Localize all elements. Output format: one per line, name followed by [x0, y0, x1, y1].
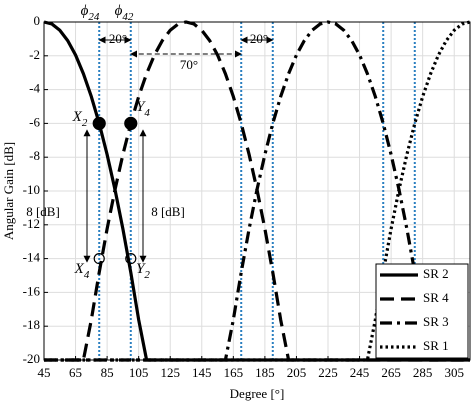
annotation-text: ϕ: [81, 3, 89, 19]
x-tick-label: 85: [101, 365, 114, 380]
marker-point: [124, 116, 138, 131]
y-tick-label: -6: [29, 114, 40, 129]
x-tick-label: 225: [318, 365, 338, 380]
annotation: ϕ42: [115, 3, 134, 22]
x-tick-label: 45: [38, 365, 51, 380]
legend-label: SR 2: [423, 266, 449, 281]
x-tick-label: 245: [350, 365, 370, 380]
annotation: 70°: [180, 57, 198, 72]
y-axis-label: Angular Gain [dB]: [1, 142, 16, 240]
annotation: 8 [dB]: [151, 204, 185, 219]
annotation-text: X: [74, 261, 85, 277]
y-tick-label: -20: [23, 351, 40, 366]
annotation: Y4: [136, 99, 150, 118]
annotation: 20°: [250, 31, 268, 46]
annotation-text: 20°: [250, 31, 268, 46]
annotation-text: ϕ: [115, 3, 123, 19]
annotation: X4: [74, 261, 90, 280]
x-tick-label: 165: [224, 365, 244, 380]
annotation-sub: 2: [144, 269, 150, 281]
x-tick-label: 185: [255, 365, 275, 380]
legend-label: SR 3: [423, 314, 449, 329]
marker-point: [93, 253, 105, 265]
legend-label: SR 4: [423, 290, 449, 305]
annotation: ϕ24: [81, 3, 100, 22]
y-tick-label: -12: [23, 216, 40, 231]
annotation-text: 8 [dB]: [26, 204, 60, 219]
legend-box: [375, 263, 469, 359]
x-tick-label: 305: [444, 365, 464, 380]
x-tick-label: 145: [192, 365, 212, 380]
annotation: Y2: [136, 261, 150, 280]
annotation-sub: 4: [144, 107, 150, 119]
marker-point: [125, 253, 137, 265]
plot-frame: [43, 21, 471, 361]
annotation-sub: 2: [82, 117, 88, 129]
annotation-text: 70°: [180, 57, 198, 72]
x-axis-label: Degree [°]: [230, 386, 285, 401]
y-tick-label: -2: [29, 47, 40, 62]
annotation: 20°: [109, 31, 127, 46]
x-tick-label: 205: [287, 365, 307, 380]
y-tick-label: -10: [23, 182, 40, 197]
annotation-text: 20°: [109, 31, 127, 46]
y-tick-label: -16: [23, 283, 41, 298]
annotation: X2: [72, 109, 88, 128]
annotation-sub: 4: [84, 269, 90, 281]
x-tick-label: 265: [381, 365, 401, 380]
y-tick-label: -14: [23, 250, 41, 265]
x-tick-label: 105: [129, 365, 149, 380]
x-tick-label: 285: [413, 365, 433, 380]
x-tick-label: 65: [69, 365, 82, 380]
annotation-text: Y: [136, 261, 146, 277]
y-tick-label: -18: [23, 317, 40, 332]
annotation-text: Y: [136, 99, 146, 115]
annotation-sub: 42: [122, 11, 134, 23]
marker-point: [92, 116, 106, 131]
legend-label: SR 1: [423, 338, 449, 353]
annotation-text: 8 [dB]: [151, 204, 185, 219]
y-tick-label: -8: [29, 148, 40, 163]
series-line: [44, 20, 471, 362]
y-tick-label: 0: [34, 13, 41, 28]
annotation: 8 [dB]: [26, 204, 60, 219]
x-tick-label: 125: [160, 365, 180, 380]
annotation-text: X: [72, 109, 83, 125]
annotation-sub: 24: [88, 11, 100, 23]
y-tick-label: -4: [29, 81, 40, 96]
